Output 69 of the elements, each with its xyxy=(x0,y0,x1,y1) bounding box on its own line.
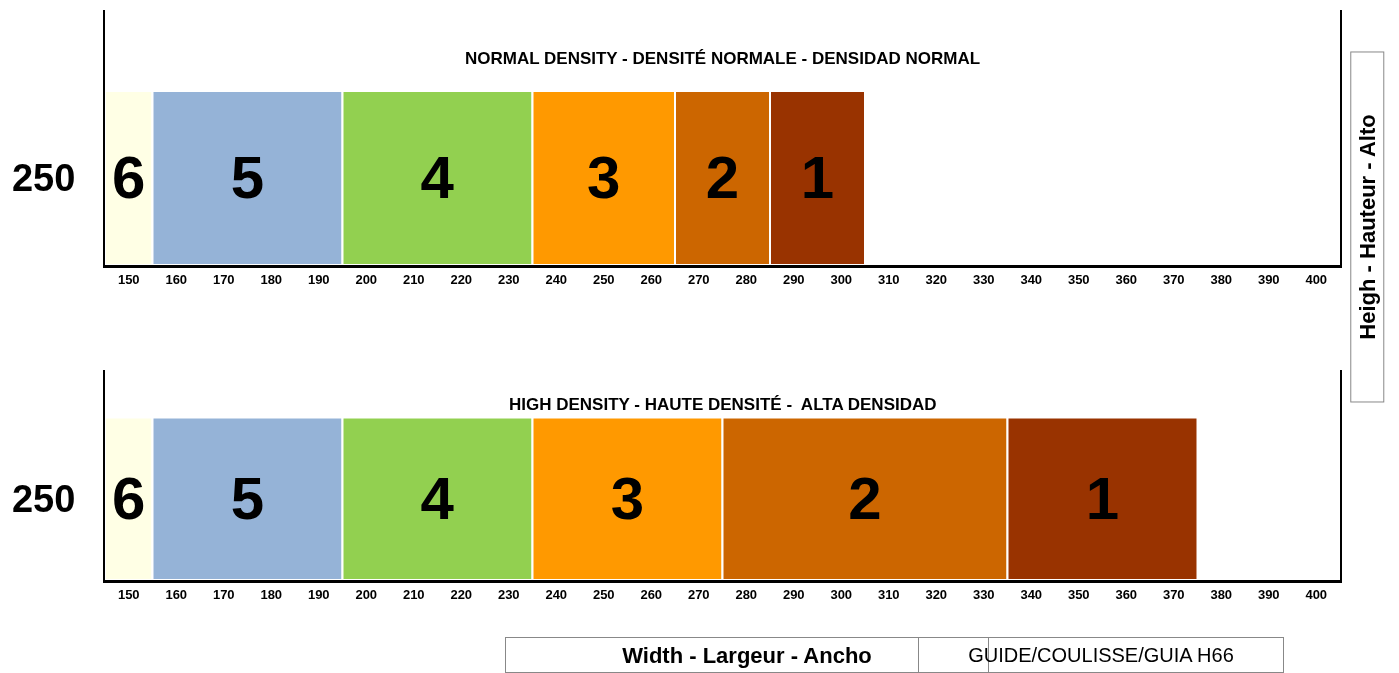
x-tick-label: 400 xyxy=(1305,271,1328,287)
x-tick-label: 350 xyxy=(1067,271,1090,287)
x-tick-label: 300 xyxy=(830,586,853,602)
x-tick-label: 280 xyxy=(735,586,758,602)
x-tick-label: 270 xyxy=(687,271,710,287)
series-label: 2 xyxy=(848,465,882,533)
x-tick-label: 150 xyxy=(117,586,140,602)
y-axis-title: Heigh - Hauteur - Alto xyxy=(1354,114,1380,340)
x-tick-label: 340 xyxy=(1020,586,1043,602)
series-label: 6 xyxy=(112,465,146,533)
series-label: 1 xyxy=(800,144,835,212)
x-tick-label: 230 xyxy=(497,586,520,602)
x-tick-label: 350 xyxy=(1067,586,1090,602)
text: GUIDE/COULISSE/GUIA H66 xyxy=(968,644,1234,666)
x-tick-label: 180 xyxy=(260,271,283,287)
x-tick-label: 370 xyxy=(1162,271,1185,287)
x-tick-label: 360 xyxy=(1115,271,1138,287)
series-label: 5 xyxy=(230,465,265,533)
x-tick-label: 310 xyxy=(877,586,900,602)
x-tick-label: 230 xyxy=(497,271,520,287)
x-tick-label: 260 xyxy=(640,271,663,287)
x-tick-label: 250 xyxy=(592,271,615,287)
series-label: 2 xyxy=(705,144,740,212)
x-tick-label: 240 xyxy=(545,586,568,602)
series-label: 3 xyxy=(587,144,621,212)
x-tick-label: 160 xyxy=(165,271,188,287)
x-tick-label: 260 xyxy=(640,586,663,602)
x-tick-label: 320 xyxy=(925,271,948,287)
x-tick-label: 360 xyxy=(1115,586,1138,602)
x-tick-label: 380 xyxy=(1210,271,1233,287)
x-tick-label: 370 xyxy=(1162,586,1185,602)
series-label: 5 xyxy=(230,144,265,212)
x-tick-label: 390 xyxy=(1257,271,1280,287)
x-tick-label: 220 xyxy=(450,586,473,602)
x-tick-label: 320 xyxy=(925,586,948,602)
series-label: 1 xyxy=(1085,465,1120,533)
chart-title: NORMAL DENSITY - DENSITÉ NORMALE - DENSIDAD NORMAL xyxy=(465,49,981,68)
x-tick-label: 210 xyxy=(402,586,425,602)
x-tick-label: 180 xyxy=(260,586,283,602)
x-tick-label: 280 xyxy=(735,271,758,287)
x-tick-label: 300 xyxy=(830,271,853,287)
x-tick-label: 390 xyxy=(1257,586,1280,602)
x-tick-label: 200 xyxy=(355,586,378,602)
x-tick-label: 310 xyxy=(877,271,900,287)
x-tick-label: 170 xyxy=(212,586,235,602)
x-tick-label: 200 xyxy=(355,271,378,287)
x-tick-label: 170 xyxy=(212,271,235,287)
chart-title: HIGH DENSITY - HAUTE DENSITÉ - ALTA DENSIDAD xyxy=(509,395,937,414)
series-label: 4 xyxy=(420,465,455,533)
x-tick-label: 290 xyxy=(782,586,805,602)
series-label: 3 xyxy=(610,465,645,533)
x-tick-label: 290 xyxy=(782,271,805,287)
x-tick-label: 400 xyxy=(1305,586,1328,602)
x-tick-label: 150 xyxy=(117,271,140,287)
x-tick-label: 240 xyxy=(545,271,568,287)
x-tick-label: 160 xyxy=(165,586,188,602)
x-tick-label: 220 xyxy=(450,271,473,287)
x-tick-label: 190 xyxy=(307,586,330,602)
x-tick-label: 190 xyxy=(307,271,330,287)
x-tick-label: 250 xyxy=(592,586,615,602)
x-tick-label: 340 xyxy=(1020,271,1043,287)
series-label: 4 xyxy=(420,144,455,212)
x-axis-title: Width - Largeur - Ancho xyxy=(622,642,872,668)
x-tick-label: 210 xyxy=(402,271,425,287)
x-tick-label: 380 xyxy=(1210,586,1233,602)
series-label: 6 xyxy=(112,144,146,212)
x-tick-label: 330 xyxy=(972,271,995,287)
x-tick-label: 270 xyxy=(687,586,710,602)
x-tick-label: 330 xyxy=(972,586,995,602)
